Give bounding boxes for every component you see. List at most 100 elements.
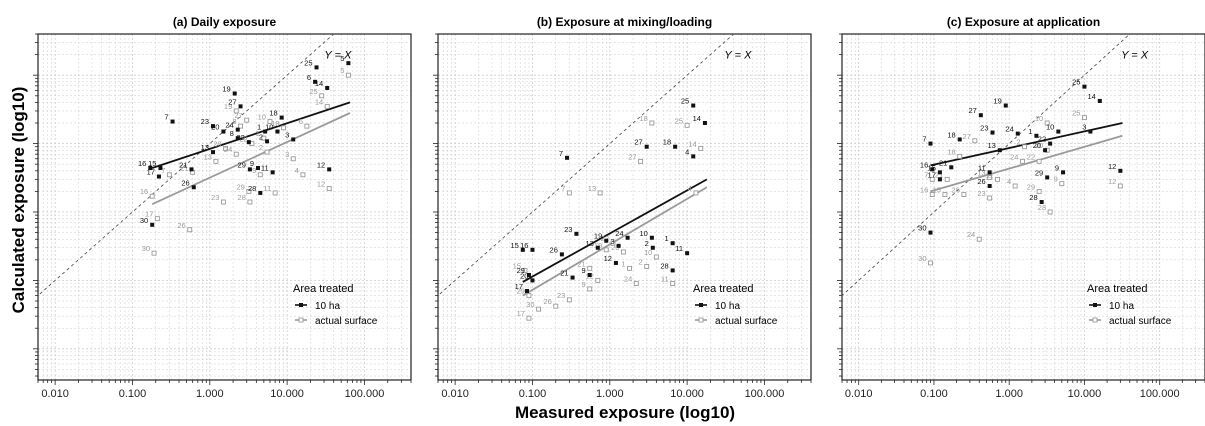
point-label: 14 bbox=[315, 79, 323, 88]
point-label: 4 bbox=[295, 166, 299, 175]
point-label: 14 bbox=[1087, 92, 1095, 101]
x-tick-label: 1.000 bbox=[196, 388, 224, 400]
point-label: 12 bbox=[1108, 177, 1116, 186]
data-point bbox=[150, 222, 155, 227]
data-point bbox=[325, 85, 330, 90]
point-label: 30 bbox=[918, 224, 926, 233]
data-point bbox=[158, 165, 163, 170]
x-tick-label: 0.010 bbox=[441, 388, 469, 400]
x-tick-label: 0.100 bbox=[920, 388, 948, 400]
point-label: 9 bbox=[1054, 175, 1058, 184]
data-point bbox=[928, 141, 933, 146]
identity-line bbox=[38, 34, 335, 297]
data-point bbox=[148, 165, 153, 170]
data-point bbox=[1015, 131, 1020, 136]
point-label: 6 bbox=[299, 117, 303, 126]
data-point bbox=[1118, 168, 1123, 173]
data-point bbox=[261, 135, 267, 141]
data-point bbox=[1061, 170, 1066, 175]
point-label: 17 bbox=[515, 282, 523, 291]
data-point bbox=[644, 263, 650, 269]
data-point bbox=[238, 104, 243, 109]
point-label: 27 bbox=[634, 138, 642, 147]
point-label: 23 bbox=[201, 117, 209, 126]
point-label: 18 bbox=[663, 138, 671, 147]
data-point bbox=[673, 144, 678, 149]
point-label: 5 bbox=[340, 66, 344, 75]
point-label: 1 bbox=[257, 123, 261, 132]
legend-swatch-marker bbox=[699, 303, 703, 307]
plot-area bbox=[438, 34, 811, 380]
point-label: 10 bbox=[258, 113, 266, 122]
data-point bbox=[972, 138, 978, 144]
point-label: 28 bbox=[238, 193, 246, 202]
point-label: 21 bbox=[935, 170, 943, 179]
point-label: 23 bbox=[211, 193, 219, 202]
point-label: 29 bbox=[517, 266, 525, 275]
point-label: 13 bbox=[201, 143, 209, 152]
point-label: 20 bbox=[1035, 141, 1043, 150]
legend: Area treated 10 ha actual surface bbox=[693, 283, 778, 327]
data-point bbox=[235, 136, 240, 141]
fit-line bbox=[151, 112, 351, 206]
legend-item-label: actual surface bbox=[1109, 316, 1172, 327]
data-point bbox=[247, 199, 253, 205]
data-point bbox=[304, 123, 310, 129]
data-point bbox=[220, 199, 226, 205]
point-label: 21 bbox=[560, 269, 568, 278]
point-label: 11 bbox=[978, 163, 986, 172]
data-point bbox=[1022, 144, 1028, 150]
data-point bbox=[279, 115, 284, 120]
point-label: 26 bbox=[543, 297, 551, 306]
point-label: 23 bbox=[977, 189, 985, 198]
point-label: 24 bbox=[967, 230, 975, 239]
data-point bbox=[559, 252, 564, 257]
point-label: 20 bbox=[1033, 141, 1041, 150]
point-label: 10 bbox=[1046, 123, 1054, 132]
point-label: 12 bbox=[604, 254, 612, 263]
data-point bbox=[345, 72, 351, 78]
data-point bbox=[327, 167, 332, 172]
data-point bbox=[1043, 148, 1048, 153]
data-point bbox=[238, 123, 244, 129]
data-point bbox=[595, 277, 601, 283]
point-label: 27 bbox=[969, 106, 977, 115]
point-label: 18 bbox=[947, 147, 955, 156]
data-point bbox=[235, 127, 240, 132]
data-point bbox=[570, 275, 575, 280]
x-tick-label: 10.000 bbox=[270, 388, 304, 400]
point-label: 14 bbox=[688, 139, 696, 148]
plot-frame bbox=[437, 33, 812, 381]
point-label: 16 bbox=[920, 160, 928, 169]
data-point bbox=[530, 278, 535, 283]
point-label: 18 bbox=[269, 109, 277, 118]
point-label: 25 bbox=[681, 97, 689, 106]
point-label: 28 bbox=[248, 184, 256, 193]
point-label: 11 bbox=[986, 170, 994, 179]
point-label: 22 bbox=[240, 135, 248, 144]
data-point bbox=[616, 243, 621, 248]
point-label: 10 bbox=[640, 229, 648, 238]
data-point bbox=[670, 281, 676, 286]
point-label: 26 bbox=[177, 221, 185, 230]
data-point bbox=[942, 192, 948, 197]
data-point bbox=[603, 247, 609, 253]
point-label: 4 bbox=[1007, 177, 1011, 186]
data-point bbox=[1036, 158, 1042, 164]
point-label: 3 bbox=[285, 130, 289, 139]
point-label: 2 bbox=[259, 143, 263, 152]
data-point bbox=[978, 113, 983, 118]
point-label: 7 bbox=[924, 170, 928, 179]
data-point bbox=[929, 192, 935, 197]
panel-title: (b) Exposure at mixing/loading bbox=[537, 15, 712, 29]
data-point bbox=[223, 145, 229, 151]
data-point bbox=[987, 174, 993, 180]
x-tick-label: 0.010 bbox=[845, 388, 873, 400]
point-label: 13 bbox=[977, 168, 985, 177]
point-label: 23 bbox=[564, 225, 572, 234]
point-label: 16 bbox=[520, 241, 528, 250]
data-point bbox=[520, 247, 525, 252]
point-label: 10 bbox=[644, 248, 652, 257]
x-tick-label: 100.000 bbox=[1140, 388, 1180, 400]
point-label: 25 bbox=[309, 87, 317, 96]
